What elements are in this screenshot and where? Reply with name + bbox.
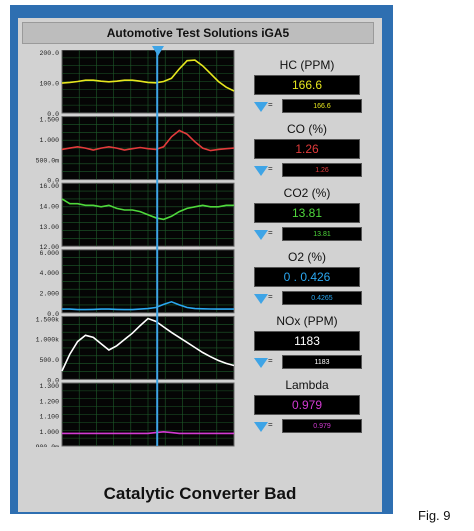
window-title: Automotive Test Solutions iGA5 xyxy=(22,22,374,44)
plot-stack: 200.0100.00.01.5001.000500.0m0.016.0014.… xyxy=(36,50,235,447)
cursor-marker-icon[interactable] xyxy=(152,46,164,56)
y-tick-label: 4.000 xyxy=(39,270,59,277)
readout-label: Lambda xyxy=(285,378,329,392)
readout-lambda: Lambda 0.979 = 0.979 xyxy=(254,378,374,440)
readout-value: 13.81 xyxy=(254,203,360,223)
readout-value: 1183 xyxy=(254,331,360,351)
equals-sign: = xyxy=(268,100,273,109)
readout-value: 0.979 xyxy=(254,395,360,415)
y-tick-label: 1.000 xyxy=(39,429,59,436)
y-tick-label: 0.0 xyxy=(47,178,59,185)
series-line xyxy=(62,300,234,311)
y-tick-label: 500.0m xyxy=(36,157,60,164)
cursor-arrow-icon xyxy=(254,230,268,240)
y-tick-label: 2.000 xyxy=(39,290,59,297)
y-tick-label: 900.0m xyxy=(36,444,60,447)
cursor-value: 0.979 xyxy=(282,419,362,433)
readout-value: 0 . 0.426 xyxy=(254,267,360,287)
series-line xyxy=(61,317,235,372)
equals-sign: = xyxy=(268,420,273,429)
cursor-arrow-icon xyxy=(254,102,268,112)
y-tick-label: 200.0 xyxy=(39,50,59,57)
cursor-arrow-icon xyxy=(254,422,268,432)
y-tick-label: 1.500k xyxy=(36,316,60,323)
series-line xyxy=(61,198,234,221)
y-tick-label: 6.000 xyxy=(39,250,59,257)
diagnosis-status: Catalytic Converter Bad xyxy=(103,484,297,503)
cursor-value: 1.26 xyxy=(282,163,362,177)
readout-o2: O2 (%) 0 . 0.426 = 0.4265 xyxy=(254,250,374,312)
readout-label: HC (PPM) xyxy=(279,58,335,72)
figure-label: Fig. 9 xyxy=(418,508,451,523)
readout-value: 1.26 xyxy=(254,139,360,159)
equals-sign: = xyxy=(268,356,273,365)
series-line xyxy=(61,129,235,152)
y-tick-label: 12.00 xyxy=(39,244,59,251)
readout-co2: CO2 (%) 13.81 = 13.81 xyxy=(254,186,374,248)
y-tick-label: 1.000 xyxy=(39,137,59,144)
readout-hc: HC (PPM) 166.6 = 166.6 xyxy=(254,58,374,120)
readout-label: NOx (PPM) xyxy=(276,314,338,328)
readout-label: CO (%) xyxy=(287,122,327,136)
y-tick-label: 1.100 xyxy=(39,414,59,421)
y-tick-label: 1.500 xyxy=(39,117,59,124)
y-tick-label: 0.0 xyxy=(47,111,59,118)
equals-sign: = xyxy=(268,164,273,173)
plot-area: 200.0 100.0 0.0 1.500 1.000 500.0m 0.0 16.00 14.… xyxy=(22,50,240,447)
cursor-arrow-icon xyxy=(254,294,268,304)
y-tick-label: 1.200 xyxy=(39,398,59,405)
readout-value: 166.6 xyxy=(254,75,360,95)
readout-label: O2 (%) xyxy=(287,250,326,264)
equals-sign: = xyxy=(268,292,273,301)
cursor-arrow-icon xyxy=(254,166,268,176)
y-tick-label: 100.0 xyxy=(39,81,59,88)
readout-nox: NOx (PPM) 1183 = 1183 xyxy=(254,314,374,376)
series-line xyxy=(61,59,235,92)
cursor-value: 1183 xyxy=(282,355,362,369)
y-tick-label: 0.0 xyxy=(47,311,59,318)
y-tick-label: 0.0 xyxy=(47,377,59,384)
equals-sign: = xyxy=(268,228,273,237)
y-tick-label: 16.00 xyxy=(39,183,59,190)
cursor-value: 166.6 xyxy=(282,99,362,113)
y-tick-label: 1.300 xyxy=(39,383,59,390)
cursor-arrow-icon xyxy=(254,358,268,368)
y-tick-label: 500.0 xyxy=(39,357,59,364)
cursor-value: 13.81 xyxy=(282,227,362,241)
y-tick-label: 14.00 xyxy=(39,204,59,211)
y-tick-label: 1.000k xyxy=(36,337,60,344)
readout-label: CO2 (%) xyxy=(283,186,331,200)
cursor-value: 0.4265 xyxy=(282,291,362,305)
y-tick-label: 13.00 xyxy=(39,224,59,231)
series-line xyxy=(62,430,234,435)
readout-co: CO (%) 1.26 = 1.26 xyxy=(254,122,374,184)
